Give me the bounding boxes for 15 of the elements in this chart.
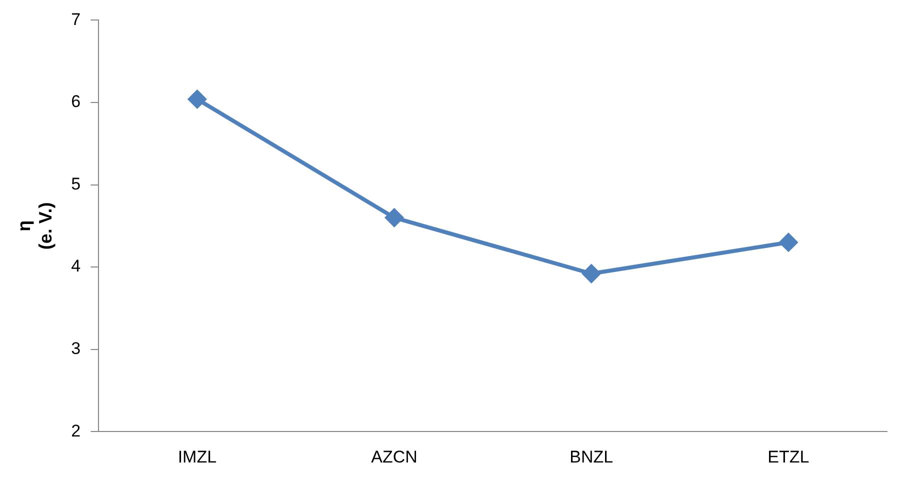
y-tick-label: 2 (71, 421, 81, 440)
x-tick-label: ETZL (768, 447, 810, 466)
y-tick-label: 6 (71, 92, 81, 112)
point (779, 233, 798, 252)
y-axis-title: η (e. V.) (14, 202, 56, 250)
y-tick-label: 3 (71, 339, 81, 358)
x-tick-label: IMZL (178, 447, 217, 466)
y-tick-label: 7 (71, 10, 81, 29)
point (582, 264, 600, 283)
x-tick-label: BNZL (570, 447, 614, 466)
point (188, 90, 206, 108)
y-tick-label: 5 (71, 174, 81, 194)
y-tick-label: 4 (71, 256, 81, 276)
point (385, 208, 404, 227)
x-tick-label: AZCN (371, 447, 418, 466)
